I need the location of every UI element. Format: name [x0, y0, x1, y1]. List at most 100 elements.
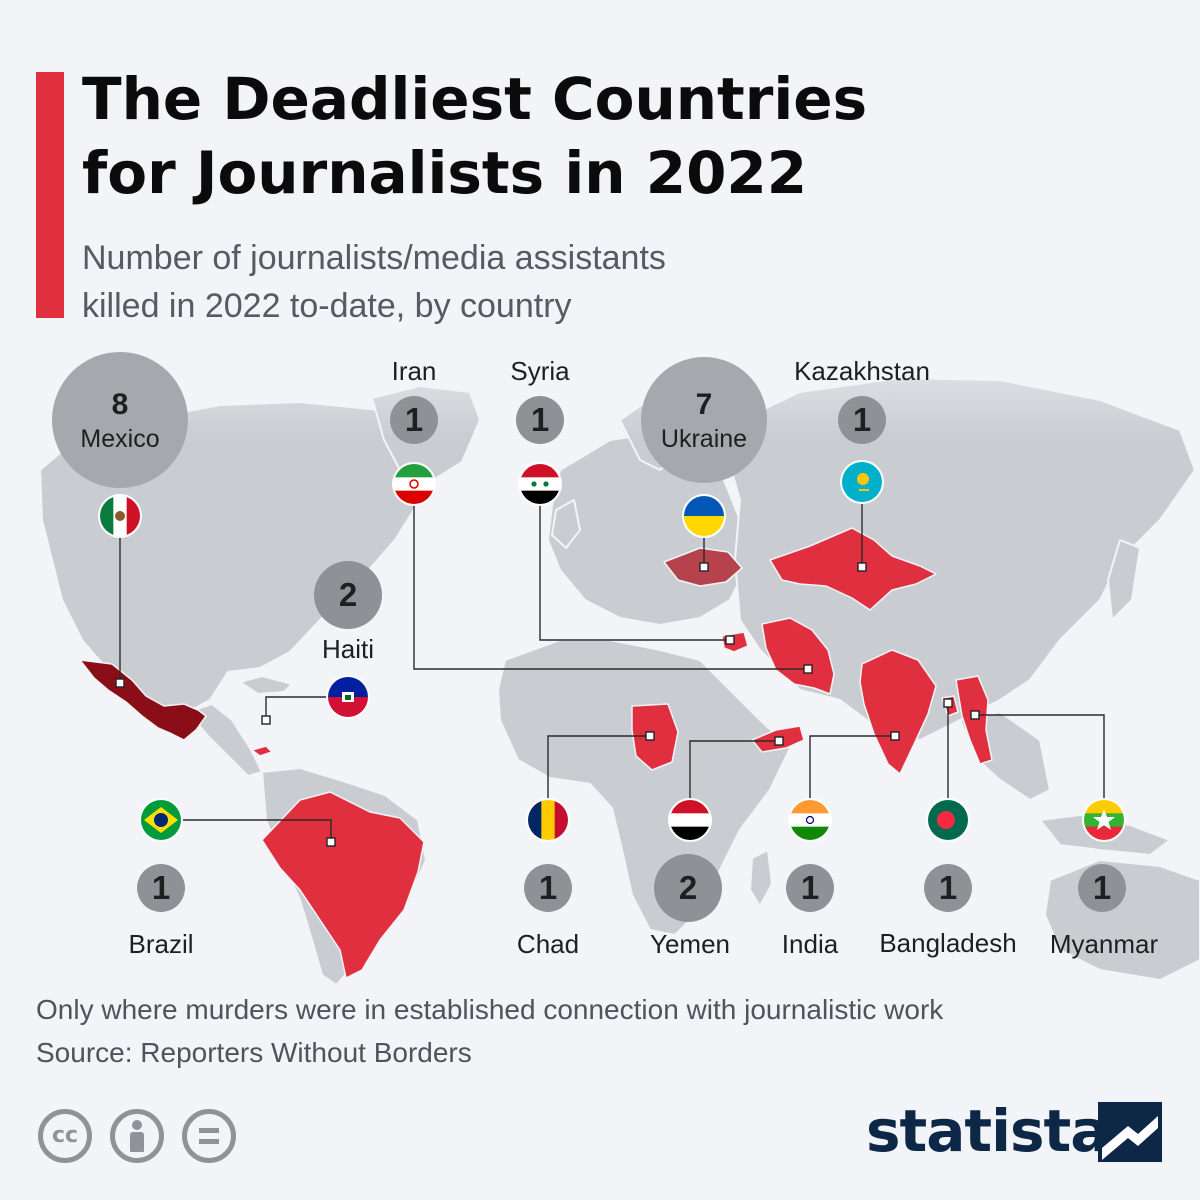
page-subtitle: Number of journalists/media assistants k…: [82, 234, 982, 330]
iran-location-dot: [803, 664, 813, 674]
myanmar-leader-line: [975, 714, 1105, 799]
title-line-1: The Deadliest Countries: [82, 65, 868, 133]
myanmar-count-label: 1: [1093, 869, 1111, 906]
brazil-country-shape: [261, 791, 425, 979]
myanmar-flag-icon: [1082, 798, 1126, 842]
india-location-dot: [890, 731, 900, 741]
chad-location-dot: [645, 731, 655, 741]
kazakhstan-count-bubble: [838, 396, 886, 444]
iran-leader-line: [413, 505, 808, 670]
chad-count-label: 1: [539, 869, 557, 906]
attribution-head: [132, 1120, 142, 1130]
myanmar-location-dot: [970, 710, 980, 720]
iran-flag-icon: [392, 462, 436, 506]
bangladesh-location-dot: [943, 698, 953, 708]
mexico-country-label: Mexico: [80, 425, 159, 453]
subtitle-line-1: Number of journalists/media assistants: [82, 239, 666, 277]
syria-leader-line: [539, 505, 730, 641]
chad-count-bubble: [524, 864, 572, 912]
statista-logo[interactable]: statista: [866, 1096, 1166, 1166]
mexico-country-shape: [79, 659, 207, 741]
count-bubbles: 8 1 1 7 1 2 1 1 2 1 1 1: [52, 352, 1126, 922]
madagascar-landmass: [749, 849, 773, 907]
attribution-body: [130, 1132, 144, 1152]
no-derivatives-bar-bottom: [199, 1139, 219, 1144]
india-flag-icon: [788, 798, 832, 842]
kazakhstan-country-label: Kazakhstan: [794, 356, 930, 386]
map-top-fade: [0, 300, 1200, 440]
yemen-location-dot: [774, 736, 784, 746]
highlighted-countries: [79, 527, 993, 979]
haiti-count-label: 2: [339, 576, 357, 613]
statista-logo-mark-icon: [1098, 1102, 1162, 1162]
myanmar-country-label: Myanmar: [1050, 929, 1159, 959]
ukraine-country-label: Ukraine: [661, 425, 747, 453]
no-derivatives-bar-top: [199, 1128, 219, 1133]
syria-count-bubble: [516, 396, 564, 444]
footnote-note: Only where murders were in established c…: [36, 994, 944, 1025]
creative-commons-icon[interactable]: cc: [38, 1109, 92, 1163]
yemen-leader-line: [689, 740, 779, 799]
attribution-icon[interactable]: [110, 1109, 164, 1163]
haiti-leader-line: [265, 696, 327, 720]
land-masses: [39, 377, 1200, 986]
chad-leader-line: [547, 735, 650, 799]
page-title: The Deadliest Countries for Journalists …: [82, 62, 1162, 210]
ukraine-count-bubble: [641, 357, 767, 483]
caribbean-landmass: [239, 675, 293, 695]
footnote: Only where murders were in established c…: [36, 988, 943, 1074]
title-line-2: for Journalists in 2022: [82, 139, 808, 207]
no-derivatives-icon[interactable]: [182, 1109, 236, 1163]
iran-country-label: Iran: [392, 356, 437, 386]
cc-glyph: cc: [51, 1123, 79, 1148]
bangladesh-country-label: Bangladesh: [879, 928, 1016, 958]
haiti-count-bubble: [314, 561, 382, 629]
iran-count-label: 1: [405, 401, 423, 438]
bangladesh-flag-icon: [926, 798, 970, 842]
syria-location-dot: [725, 635, 735, 645]
japan-landmass: [1107, 539, 1141, 621]
myanmar-count-bubble: [1078, 864, 1126, 912]
title-accent-bar: [36, 72, 64, 318]
india-country-shape: [859, 649, 937, 775]
haiti-location-dot: [261, 715, 271, 725]
iran-count-bubble: [390, 396, 438, 444]
subtitle-line-2: killed in 2022 to-date, by country: [82, 287, 572, 325]
uk-landmass: [551, 499, 581, 549]
location-dots: [115, 562, 980, 847]
mexico-location-dot: [115, 678, 125, 688]
country-flags: [98, 460, 1126, 842]
myanmar-country-shape: [955, 675, 993, 765]
brazil-flag-icon: [139, 798, 183, 842]
brazil-country-label: Brazil: [128, 929, 193, 959]
chad-flag-icon: [526, 798, 570, 842]
chad-country-label: Chad: [517, 929, 579, 959]
bangladesh-count-label: 1: [939, 869, 957, 906]
brazil-count-label: 1: [152, 869, 170, 906]
mexico-count-bubble: [52, 352, 188, 488]
india-count-bubble: [786, 864, 834, 912]
ukraine-count-label: 7: [696, 388, 713, 421]
syria-count-label: 1: [531, 401, 549, 438]
kazakhstan-location-dot: [857, 562, 867, 572]
brand-name: statista: [866, 1097, 1109, 1165]
india-count-label: 1: [801, 869, 819, 906]
kazakhstan-country-shape: [769, 527, 937, 611]
brazil-count-bubble: [137, 864, 185, 912]
brazil-location-dot: [326, 837, 336, 847]
yemen-country-label: Yemen: [650, 929, 730, 959]
chad-country-shape: [631, 703, 679, 771]
ukraine-location-dot: [699, 562, 709, 572]
india-country-label: India: [782, 929, 839, 959]
brazil-leader-line: [182, 819, 332, 842]
country-labels: Mexico Iran Syria Ukraine Kazakhstan Haiti Bra…: [80, 356, 1158, 959]
haiti-country-label: Haiti: [322, 634, 374, 664]
ukraine-flag-icon: [682, 494, 726, 538]
haiti-country-shape: [251, 745, 273, 757]
yemen-count-label: 2: [679, 869, 697, 906]
footnote-source: Source: Reporters Without Borders: [36, 1037, 472, 1068]
kazakhstan-flag-icon: [840, 460, 884, 504]
mexico-count-label: 8: [112, 388, 129, 421]
